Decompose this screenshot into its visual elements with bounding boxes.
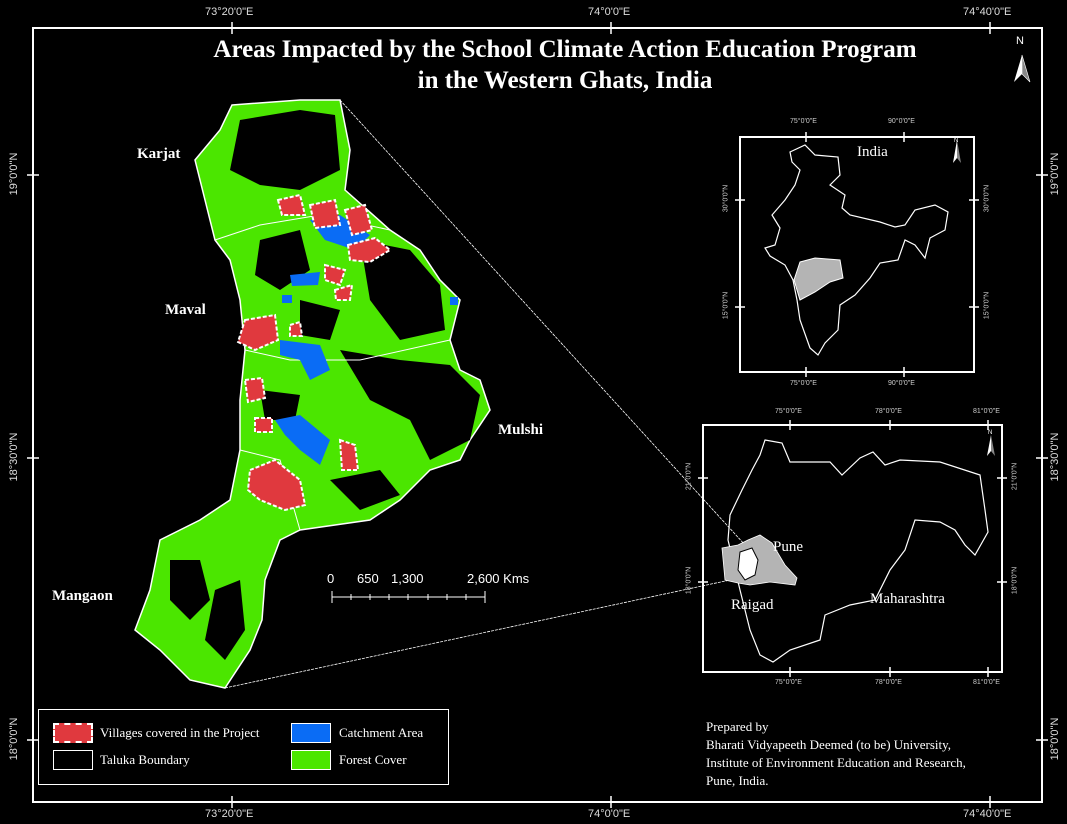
title-line-1: Areas Impacted by the School Climate Act… (213, 36, 917, 63)
legend-swatch-forest (291, 750, 331, 770)
india-tick-x2-bottom: 90°0'0"E (888, 380, 915, 387)
credit-line-3: Institute of Environment Education and R… (706, 755, 966, 770)
graticule-ticks (27, 22, 1048, 808)
mh-tick-y1-right: 21°0'0"N (1011, 462, 1019, 491)
label-mulshi: Mulshi (498, 422, 544, 438)
mh-tick-x1: 75°0'0"E (775, 408, 802, 415)
label-india: India (857, 144, 888, 160)
india-outline (764, 144, 949, 356)
mh-tick-x1-bottom: 75°0'0"E (775, 679, 802, 686)
tick-bottom-3: 74°40'0"E (963, 808, 1012, 820)
tick-left-2: 18°30'0"N (8, 432, 20, 482)
label-maval: Maval (165, 302, 206, 318)
scale-label-0: 0 (327, 571, 335, 586)
tick-bottom-2: 74°0'0"E (588, 808, 631, 820)
credit-line-2: Bharati Vidyapeeth Deemed (to be) Univer… (706, 737, 952, 752)
legend-label-forest: Forest Cover (339, 752, 407, 767)
india-tick-x1: 75°0'0"E (790, 118, 817, 125)
mh-tick-y2-right: 18°0'0"N (1011, 566, 1019, 595)
india-tick-y1: 30°0'0"N (722, 184, 730, 213)
tick-left-3: 18°0'0"N (8, 717, 20, 761)
tick-right-2: 18°30'0"N (1049, 432, 1061, 482)
credit-line-4: Pune, India. (706, 773, 769, 788)
study-area-in-inset (737, 547, 759, 581)
credit-line-1: Prepared by (706, 719, 769, 734)
map-title: Areas Impacted by the School Climate Act… (0, 34, 1067, 96)
maharashtra-north-label: N (988, 430, 993, 436)
india-tick-x2: 90°0'0"E (888, 118, 915, 125)
label-raigad: Raigad (731, 597, 774, 613)
label-maharashtra: Maharashtra (870, 591, 945, 607)
north-arrow-icon (1014, 54, 1031, 83)
maharashtra-inset (698, 420, 1007, 677)
tick-top-2: 74°0'0"E (588, 6, 631, 18)
study-area-map (134, 99, 491, 689)
label-mangaon: Mangaon (52, 588, 113, 604)
north-label: N (1016, 35, 1024, 47)
legend-label-catchment: Catchment Area (339, 725, 424, 740)
legend-label-taluka: Taluka Boundary (100, 752, 190, 767)
legend-label-villages: Villages covered in the Project (100, 725, 260, 740)
map-frame (32, 27, 1043, 803)
tick-top-1: 73°20'0"E (205, 6, 254, 18)
india-tick-y1-right: 30°0'0"N (983, 184, 991, 213)
credit-block: Prepared by Bharati Vidyapeeth Deemed (t… (706, 718, 966, 790)
tick-right-3: 18°0'0"N (1049, 717, 1061, 761)
label-pune: Pune (773, 539, 803, 555)
scale-bar (331, 591, 486, 603)
legend-swatch-taluka (53, 750, 93, 770)
tick-left-1: 19°0'0"N (8, 152, 20, 196)
non-forest-patches (170, 110, 480, 660)
map-legend: Villages covered in the Project Catchmen… (38, 709, 449, 785)
mh-tick-y1: 21°0'0"N (685, 462, 693, 491)
legend-swatch-villages (53, 723, 93, 743)
india-tick-y2-right: 15°0'0"N (983, 291, 991, 320)
inset-connector-lines (224, 99, 746, 689)
project-villages (236, 193, 392, 512)
scale-label-1300: 1,300 (391, 571, 424, 586)
mh-tick-x3: 81°0'0"E (973, 408, 1000, 415)
tick-right-1: 19°0'0"N (1049, 152, 1061, 196)
legend-swatch-catchment (291, 723, 331, 743)
mh-tick-y2: 18°0'0"N (685, 566, 693, 595)
label-karjat: Karjat (137, 146, 181, 162)
india-inset (735, 132, 979, 377)
mh-tick-x2: 78°0'0"E (875, 408, 902, 415)
title-line-2: in the Western Ghats, India (417, 67, 713, 94)
india-tick-y2: 15°0'0"N (722, 291, 730, 320)
maharashtra-highlight (793, 257, 844, 301)
india-north-label: N (954, 138, 959, 144)
india-tick-x1-bottom: 75°0'0"E (790, 380, 817, 387)
tick-top-3: 74°40'0"E (963, 6, 1012, 18)
mh-tick-x3-bottom: 81°0'0"E (973, 679, 1000, 686)
tick-bottom-1: 73°20'0"E (205, 808, 254, 820)
scale-label-2600: 2,600 Kms (467, 571, 530, 586)
mh-tick-x2-bottom: 78°0'0"E (875, 679, 902, 686)
scale-label-650: 650 (357, 571, 379, 586)
